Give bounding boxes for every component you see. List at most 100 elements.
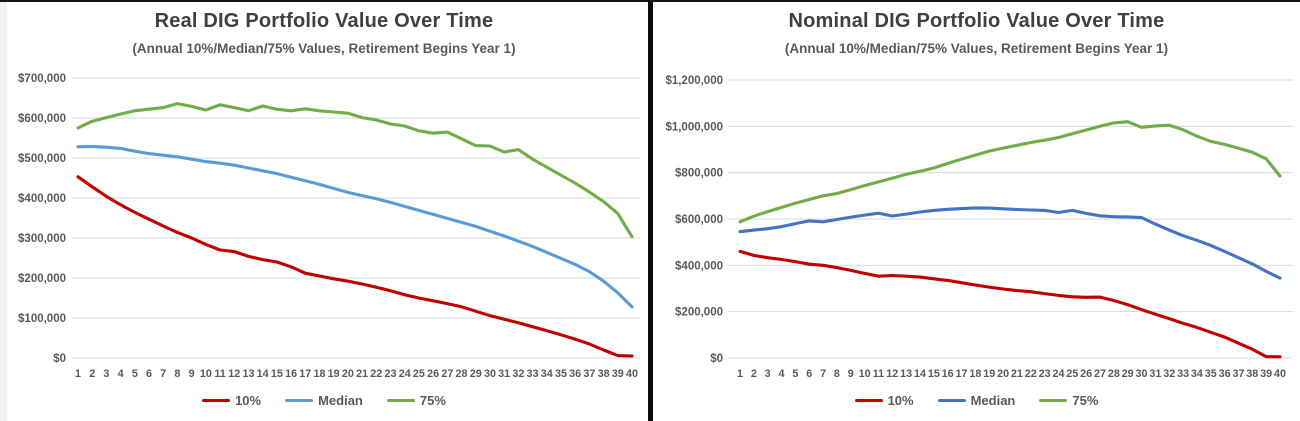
x-axis-tick-label: 9 <box>848 368 854 380</box>
x-axis-tick-label: 12 <box>228 368 240 380</box>
legend-dash-icon <box>285 399 314 402</box>
x-axis-tick-label: 19 <box>328 368 340 380</box>
chart-subtitle-real: (Annual 10%/Median/75% Values, Retiremen… <box>132 41 516 56</box>
x-axis-tick-label: 13 <box>242 368 254 380</box>
legend-item-median: Median <box>285 393 363 408</box>
x-axis-tick-label: 7 <box>820 368 826 380</box>
x-axis-tick-label: 19 <box>983 368 995 380</box>
y-axis-tick-label: $500,000 <box>18 153 66 165</box>
x-axis-tick-label: 5 <box>792 368 798 380</box>
x-axis-tick-label: 16 <box>942 368 954 380</box>
x-axis-tick-label: 8 <box>834 368 840 380</box>
x-axis-tick-label: 2 <box>751 368 757 380</box>
legend-label: Median <box>318 393 363 408</box>
y-axis-tick-label: $800,000 <box>675 168 723 180</box>
x-axis-tick-label: 14 <box>914 368 926 380</box>
x-axis-tick-label: 3 <box>103 368 109 380</box>
series-line-median <box>738 206 1282 280</box>
chart-panel-real: $700,000 $600,000 $500,000 $400,000 $300,000… <box>0 0 648 421</box>
x-axis-tick-label: 6 <box>146 368 152 380</box>
x-axis-tick-label: 21 <box>1011 368 1023 380</box>
x-axis-tick-label: 20 <box>997 368 1009 380</box>
x-axis-tick-label: 39 <box>612 368 624 380</box>
x-axis-tick-label: 26 <box>427 368 439 380</box>
x-axis-tick-label: 31 <box>498 368 510 380</box>
nominal-line-chart: $1,200,000 $1,000,000 $800,000 $600,000 $400… <box>665 75 1293 380</box>
x-axis-tick-label: 4 <box>779 368 785 380</box>
y-axis-tick-label: $200,000 <box>18 273 66 285</box>
legend-item-10-: 10% <box>202 393 261 408</box>
chart-title-real: Real DIG Portfolio Value Over Time <box>154 10 494 32</box>
x-axis-tick-label: 30 <box>484 368 496 380</box>
x-axis-tick-label: 12 <box>886 368 898 380</box>
legend-dash-icon <box>202 399 231 402</box>
x-axis-tick-label: 24 <box>399 368 411 380</box>
x-axis-tick-label: 36 <box>569 368 581 380</box>
legend-label: Median <box>970 393 1016 408</box>
x-axis-tick-label: 1 <box>737 368 743 380</box>
legend-real: 10% Median 75% <box>0 393 648 408</box>
x-axis-tick-label: 25 <box>1066 368 1078 380</box>
legend-label: 10% <box>887 393 914 408</box>
x-axis-tick-label: 29 <box>1122 368 1134 380</box>
x-axis-tick-label: 9 <box>189 368 195 380</box>
x-axis-tick-label: 33 <box>527 368 539 380</box>
x-axis-tick-label: 38 <box>598 368 610 380</box>
x-axis-tick-label: 32 <box>512 368 524 380</box>
legend-dash-icon <box>386 399 415 402</box>
x-axis-tick-label: 28 <box>456 368 468 380</box>
x-axis-tick-label: 28 <box>1108 368 1120 380</box>
legend-item-median: Median <box>937 393 1016 408</box>
x-axis-tick-label: 40 <box>1274 368 1286 380</box>
series-line-75- <box>76 102 634 239</box>
x-axis-tick-label: 40 <box>626 368 638 380</box>
x-axis-tick-label: 11 <box>873 368 884 380</box>
x-axis-tick-label: 34 <box>1191 368 1203 380</box>
x-axis-tick-label: 18 <box>969 368 981 380</box>
x-axis-tick-label: 7 <box>160 368 166 380</box>
series-line-median <box>76 144 634 309</box>
x-axis-tick-label: 24 <box>1052 368 1064 380</box>
y-axis-tick-label: $0 <box>710 353 723 365</box>
y-axis-tick-label: $400,000 <box>18 193 66 205</box>
series-line-10- <box>76 175 634 358</box>
y-axis-tick-label: $0 <box>53 353 66 365</box>
x-axis-tick-label: 8 <box>174 368 180 380</box>
x-axis-tick-label: 15 <box>928 368 940 380</box>
x-axis-tick-label: 39 <box>1260 368 1272 380</box>
x-axis-tick-label: 14 <box>257 368 269 380</box>
legend-dash-icon <box>937 399 966 402</box>
x-axis-tick-label: 17 <box>956 368 968 380</box>
x-axis-tick-label: 35 <box>555 368 567 380</box>
screenshot-top-border <box>0 0 1300 2</box>
y-axis-tick-label: $1,200,000 <box>665 75 723 87</box>
legend-nominal: 10% Median 75% <box>653 393 1300 408</box>
legend-dash-icon <box>854 399 883 402</box>
x-axis-tick-label: 37 <box>583 368 595 380</box>
x-axis-tick-label: 15 <box>271 368 283 380</box>
x-axis-tick-label: 27 <box>441 368 453 380</box>
x-axis-tick-label: 34 <box>541 368 553 380</box>
y-axis-tick-label: $600,000 <box>675 214 723 226</box>
chart-title-nominal: Nominal DIG Portfolio Value Over Time <box>788 10 1165 32</box>
x-axis-tick-label: 10 <box>859 368 871 380</box>
series-line-75- <box>738 120 1282 224</box>
real-line-chart: $700,000 $600,000 $500,000 $400,000 $300,000… <box>18 73 640 380</box>
x-axis-tick-label: 25 <box>413 368 425 380</box>
x-axis-tick-label: 17 <box>299 368 311 380</box>
y-axis-tick-label: $200,000 <box>675 307 723 319</box>
x-axis-tick-label: 6 <box>806 368 812 380</box>
x-axis-tick-label: 29 <box>470 368 482 380</box>
x-axis-tick-label: 26 <box>1080 368 1092 380</box>
y-axis-tick-label: $400,000 <box>675 260 723 272</box>
x-axis-tick-label: 4 <box>118 368 124 380</box>
x-axis-tick-label: 2 <box>89 368 95 380</box>
x-axis-tick-label: 33 <box>1177 368 1189 380</box>
chart-subtitle-nominal: (Annual 10%/Median/75% Values, Retiremen… <box>784 41 1169 56</box>
legend-label: 75% <box>419 393 446 408</box>
x-axis-tick-label: 18 <box>313 368 325 380</box>
x-axis-tick-label: 22 <box>1025 368 1037 380</box>
x-axis-tick-label: 10 <box>200 368 212 380</box>
x-axis-tick-label: 38 <box>1246 368 1258 380</box>
x-axis-tick-label: 11 <box>214 368 225 380</box>
